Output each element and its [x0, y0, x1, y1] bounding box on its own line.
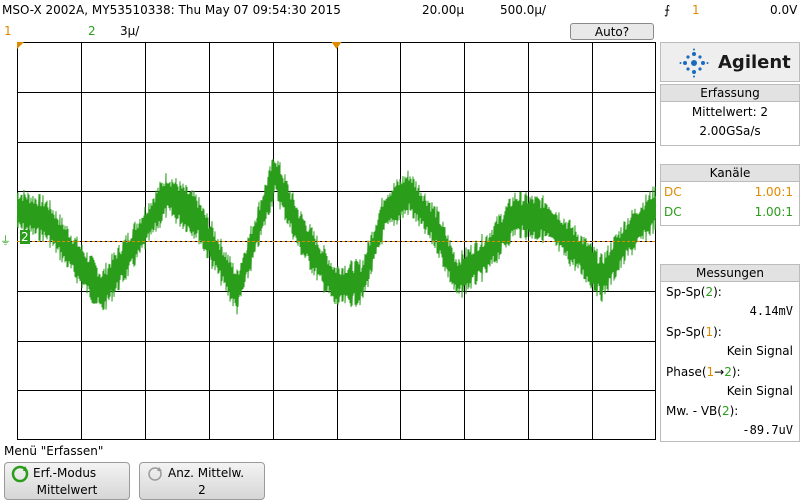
softkey-average-count[interactable]: Anz. Mittelw. 2 [139, 462, 265, 500]
measurement-label: Phase(1→2): [666, 365, 741, 379]
softkey-value: 2 [198, 483, 206, 497]
ch2-waveform [17, 158, 656, 315]
ch1-coupling: DC [664, 185, 682, 199]
channel-row: 1 2 3µ/ [0, 22, 660, 42]
time-scale: 20.00µ [422, 3, 464, 17]
acquisition-rate: 2.00GSa/s [699, 124, 761, 138]
trigger-channel: 1 [692, 3, 700, 17]
softkey-value: Mittelwert [36, 483, 98, 497]
ch2-ref-label: 2 [20, 230, 30, 244]
ch2-probe-ratio: 1.00:1 [754, 205, 793, 219]
measurements-header: Messungen [660, 264, 800, 282]
measurement-value: 4.14mV [749, 304, 793, 318]
model-info: MSO-X 2002A, MY53510338: Thu May 07 09:5… [2, 3, 341, 17]
measurement-value: Kein Signal [726, 384, 793, 398]
measurement-label: Sp-Sp(2): [666, 285, 722, 299]
scope-grid [17, 42, 656, 440]
rotate-knob-icon [11, 465, 29, 483]
acquisition-body: Mittelwert: 2 2.00GSa/s [660, 102, 800, 146]
channels-body: DC 1.00:1 DC 1.00:1 [660, 182, 800, 226]
acquisition-header: Erfassung [660, 84, 800, 102]
measurement-label: Sp-Sp(1): [666, 325, 722, 339]
measurement-value: Kein Signal [726, 344, 793, 358]
ch1-probe-ratio: 1.00:1 [754, 185, 793, 199]
status-bar: MSO-X 2002A, MY53510338: Thu May 07 09:5… [0, 0, 800, 22]
time-ref-marker [17, 42, 24, 49]
ch2-coupling: DC [664, 205, 682, 219]
channels-header: Kanäle [660, 164, 800, 182]
trigger-level: 0.0V [770, 3, 798, 17]
ch2-indicator[interactable]: 2 [88, 24, 96, 38]
auto-button[interactable]: Auto? [570, 23, 654, 40]
ch1-indicator[interactable]: 1 [4, 24, 12, 38]
ground-marker-icon: ⏚ [0, 234, 11, 247]
measurements-body: Sp-Sp(2): 4.14mV Sp-Sp(1): Kein Signal P… [660, 282, 800, 442]
measurement-value: -89.7uV [742, 423, 793, 437]
acquisition-mode: Mittelwert: 2 [691, 105, 769, 119]
rotate-knob-icon [148, 467, 162, 481]
side-panel: Agilent Erfassung Mittelwert: 2 2.00GSa/… [660, 42, 800, 442]
trigger-edge-icon: ⨍ [664, 3, 671, 17]
agilent-spark-icon [679, 48, 709, 78]
measurement-label: Mw. - VB(2): [666, 404, 739, 418]
softkey-label: Anz. Mittelw. [168, 466, 245, 480]
brand-logo: Agilent [660, 42, 800, 82]
delay-value: 500.0µ/ [500, 3, 547, 17]
ch2-scale: 3µ/ [120, 24, 140, 38]
brand-name: Agilent [718, 52, 791, 73]
softkey-acquisition-mode[interactable]: Erf.-Modus Mittelwert [4, 462, 130, 500]
trigger-position-marker [331, 42, 342, 49]
menu-title: Menü "Erfassen" [4, 444, 104, 458]
softkey-label: Erf.-Modus [33, 466, 97, 480]
waveform-display[interactable] [17, 42, 656, 440]
